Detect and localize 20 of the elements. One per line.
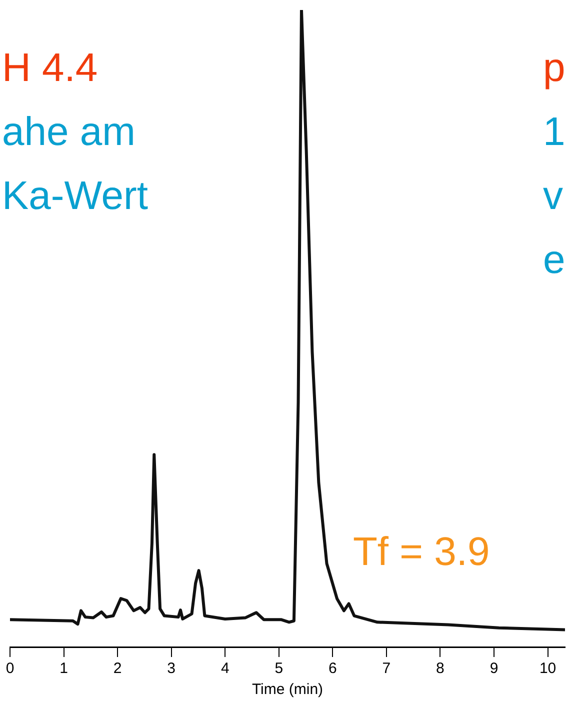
x-tick-label: 6: [328, 660, 337, 678]
annotation: v: [543, 174, 563, 218]
x-tick-label: 7: [382, 660, 391, 678]
x-tick-label: 5: [274, 660, 284, 678]
x-tick-label: 9: [490, 660, 498, 678]
annotation: Tf = 3.9: [353, 530, 490, 574]
x-tick-label: 3: [167, 660, 176, 678]
annotation: p: [543, 46, 566, 90]
annotation: e: [543, 238, 566, 282]
x-axis-title: Time (min): [252, 681, 324, 698]
annotation: ahe am: [2, 110, 136, 154]
x-tick-label: 1: [60, 660, 68, 678]
annotation: 1: [543, 110, 566, 154]
annotation: H 4.4: [2, 46, 98, 90]
x-tick-label: 0: [6, 660, 14, 678]
x-tick-label: 4: [220, 660, 230, 678]
annotation: Ka-Wert: [2, 174, 148, 218]
x-tick-label: 8: [436, 660, 444, 678]
x-tick-label: 2: [113, 660, 122, 678]
x-tick-label: 10: [539, 660, 556, 678]
